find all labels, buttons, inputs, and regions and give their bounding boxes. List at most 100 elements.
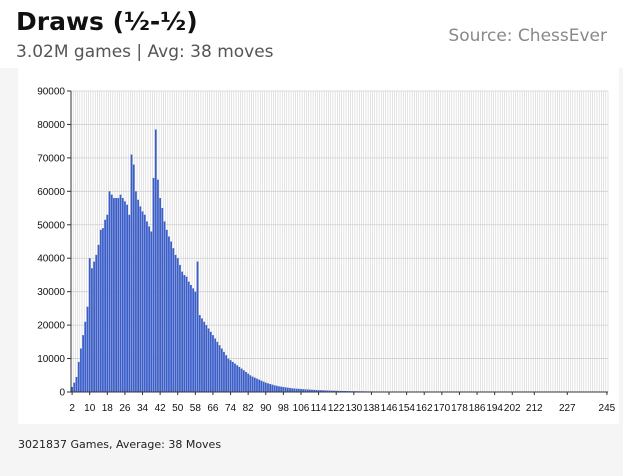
bar [121, 198, 124, 392]
bar [86, 306, 89, 392]
bar [148, 226, 151, 392]
bar [165, 229, 168, 392]
page-subtitle: 3.02M games | Avg: 38 moves [16, 42, 274, 62]
bar [168, 236, 170, 392]
bar [289, 387, 291, 392]
bar [154, 129, 157, 392]
bar [135, 191, 137, 392]
bar [293, 388, 296, 392]
bar [104, 219, 106, 392]
bar [82, 335, 84, 392]
bar [146, 221, 148, 392]
bar [341, 390, 344, 392]
x-tick-label: 202 [504, 403, 521, 414]
bar [93, 261, 95, 392]
bar [192, 288, 195, 392]
bar [326, 390, 329, 392]
x-tick-label: 58 [190, 403, 202, 414]
bar [172, 248, 175, 392]
x-tick-label: 82 [243, 403, 255, 414]
y-tick-label: 60000 [37, 187, 65, 198]
bar [313, 389, 316, 392]
bar [269, 383, 272, 392]
bar [238, 366, 241, 392]
bar [262, 381, 265, 392]
bar [229, 360, 232, 392]
x-tick-label: 18 [102, 403, 114, 414]
bar [337, 390, 340, 392]
bar [317, 390, 320, 392]
axes [67, 90, 608, 395]
bar [271, 384, 274, 392]
bar [126, 204, 129, 392]
bar [141, 211, 144, 392]
bar [291, 388, 294, 392]
x-tick-label: 122 [328, 403, 345, 414]
games-summary: 3021837 Games, Average: 38 Moves [18, 438, 222, 451]
y-tick-label: 30000 [37, 287, 65, 298]
x-tick-label: 98 [278, 403, 290, 414]
bar [282, 386, 285, 392]
bar [190, 284, 192, 392]
page-title: Draws (½-½) [16, 7, 198, 36]
bar [201, 318, 203, 392]
bar [110, 194, 113, 392]
bar [328, 390, 331, 392]
bar [128, 214, 131, 392]
bar [71, 386, 73, 392]
bar [152, 177, 155, 392]
x-tick-label: 10 [84, 403, 96, 414]
bar [194, 291, 197, 392]
x-tick-label: 245 [599, 403, 616, 414]
x-tick-label: 26 [119, 403, 131, 414]
x-tick-label: 114 [311, 403, 327, 414]
y-tick-label: 80000 [37, 120, 65, 131]
bar [106, 214, 109, 392]
x-tick-label: 212 [526, 403, 543, 414]
bar [335, 390, 338, 392]
bar [198, 315, 201, 392]
bar [143, 214, 146, 392]
bar [308, 389, 311, 392]
x-tick-label: 227 [559, 403, 576, 414]
x-tick-label: 130 [345, 403, 362, 414]
y-tick-label: 70000 [37, 153, 65, 164]
bars [71, 129, 623, 392]
bar [339, 390, 342, 392]
bar [115, 198, 117, 392]
y-tick-label: 20000 [37, 321, 65, 332]
bar [297, 388, 300, 392]
bar [251, 376, 254, 392]
y-tick-label: 10000 [37, 354, 65, 365]
bar [84, 321, 87, 392]
bar [260, 380, 263, 392]
bar [311, 389, 313, 392]
bar [264, 382, 267, 392]
bar [113, 198, 115, 392]
bar [124, 201, 126, 392]
bar [324, 390, 327, 392]
bar [256, 378, 258, 392]
bar [267, 383, 269, 392]
x-tick-label: 2 [69, 403, 75, 414]
x-tick-label: 170 [433, 403, 450, 414]
bar [132, 164, 135, 392]
bar [150, 231, 153, 392]
y-tick-label: 40000 [37, 254, 65, 265]
bar [216, 341, 219, 392]
bar [161, 208, 164, 392]
bar [300, 388, 302, 392]
bar [183, 274, 186, 392]
bar [245, 371, 247, 392]
bar [209, 331, 212, 392]
bar [75, 376, 78, 392]
bar [163, 221, 166, 392]
bar [203, 321, 206, 392]
bar [249, 375, 252, 392]
bar [253, 377, 256, 392]
bar [231, 361, 234, 392]
bar [179, 264, 181, 392]
bar [119, 194, 122, 392]
bar [322, 390, 324, 392]
bar [117, 198, 120, 392]
